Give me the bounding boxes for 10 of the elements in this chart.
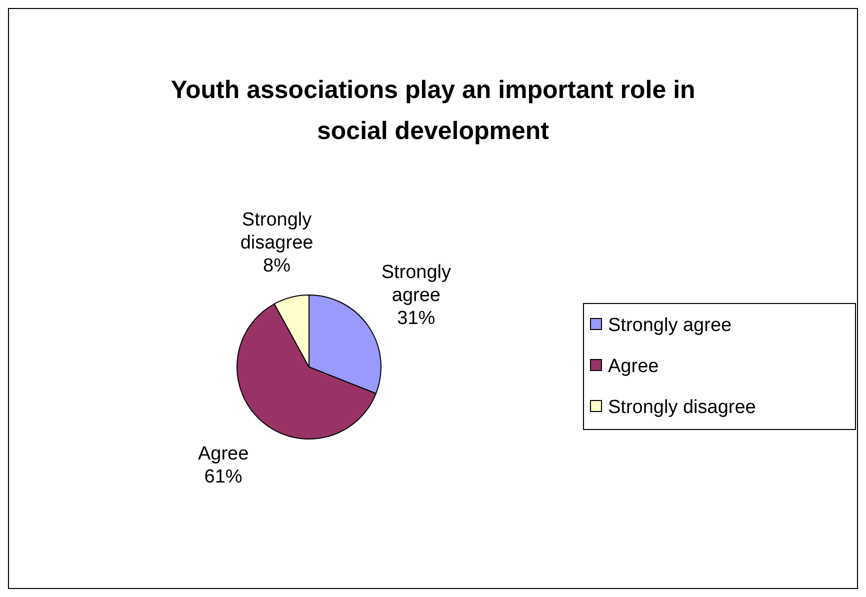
legend-label: Agree (608, 356, 659, 377)
chart-title: Youth associations play an important role in social development (170, 76, 696, 145)
slice-label: Strongly agree (381, 262, 452, 306)
legend-label: Strongly agree (608, 315, 732, 336)
slice-label: Agree (198, 444, 249, 465)
slice-label: Strongly disagree (240, 209, 314, 254)
data-label: 31% (397, 308, 436, 330)
legend-label: Strongly disagree (608, 397, 756, 418)
data-label: 61% (204, 466, 242, 488)
data-label: 8% (263, 255, 291, 276)
